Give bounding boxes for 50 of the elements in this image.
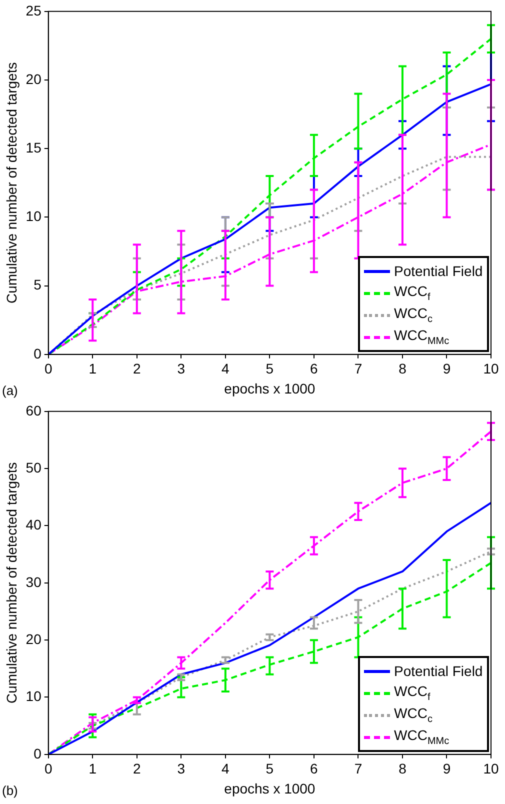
x-tick-label: 0 <box>44 760 52 777</box>
y-tick-label: 10 <box>26 688 42 704</box>
x-tick-label: 2 <box>133 760 141 777</box>
y-tick-label: 60 <box>26 402 42 418</box>
legend-label: WCC$_{MMc}$ <box>394 727 450 748</box>
y-tick-label: 50 <box>26 459 42 476</box>
y-axis-title: Cumulative number of detected targets <box>3 462 20 704</box>
x-tick-label: 10 <box>483 760 499 777</box>
y-tick-label: 20 <box>26 630 42 647</box>
x-tick-label: 3 <box>177 360 186 377</box>
x-tick-label: 8 <box>398 760 407 777</box>
x-axis-title: epochs x 1000 <box>224 780 316 796</box>
x-tick-label: 7 <box>354 760 362 777</box>
legend-label: WCC$_{f}$ <box>394 683 430 704</box>
x-tick-label: 1 <box>88 760 97 777</box>
y-tick-label: 40 <box>26 516 42 533</box>
x-tick-label: 4 <box>222 360 230 377</box>
y-tick-label: 20 <box>26 70 42 87</box>
legend-label: WCC$_{MMc}$ <box>394 327 450 348</box>
x-tick-label: 1 <box>88 360 97 377</box>
x-tick-label: 7 <box>354 360 362 377</box>
legend-label: Potential Field <box>394 263 483 280</box>
x-tick-label: 4 <box>222 760 230 777</box>
y-tick-label: 15 <box>26 139 42 156</box>
text: (a) <box>2 383 18 398</box>
x-tick-label: 9 <box>442 360 451 377</box>
point <box>132 696 142 704</box>
x-tick-label: 9 <box>442 760 451 777</box>
x-tick-label: 6 <box>310 760 318 777</box>
x-tick-label: 8 <box>398 360 407 377</box>
legend-label: WCC$_{c}$ <box>394 305 432 326</box>
x-tick-label: 6 <box>310 360 318 377</box>
y-tick-label: 30 <box>26 574 42 590</box>
x-tick-label: 3 <box>177 760 186 777</box>
y-tick-label: 25 <box>26 2 42 18</box>
text: (b) <box>2 783 18 798</box>
y-tick-label: 0 <box>34 345 42 362</box>
y-tick-label: 10 <box>26 208 42 224</box>
x-tick-label: 5 <box>266 760 274 777</box>
x-tick-label: 10 <box>483 360 499 377</box>
x-tick-label: 0 <box>44 360 52 377</box>
y-tick-label: 5 <box>34 276 42 293</box>
legend-label: WCC$_{f}$ <box>394 283 430 304</box>
x-axis-title: epochs x 1000 <box>224 380 316 396</box>
y-axis-title: Cumulative number of detected targets <box>3 62 20 304</box>
x-tick-label: 5 <box>266 360 274 377</box>
legend-label: Potential Field <box>394 663 483 680</box>
y-tick-label: 0 <box>34 745 42 762</box>
x-tick-label: 2 <box>133 360 141 377</box>
legend-label: WCC$_{c}$ <box>394 705 432 726</box>
